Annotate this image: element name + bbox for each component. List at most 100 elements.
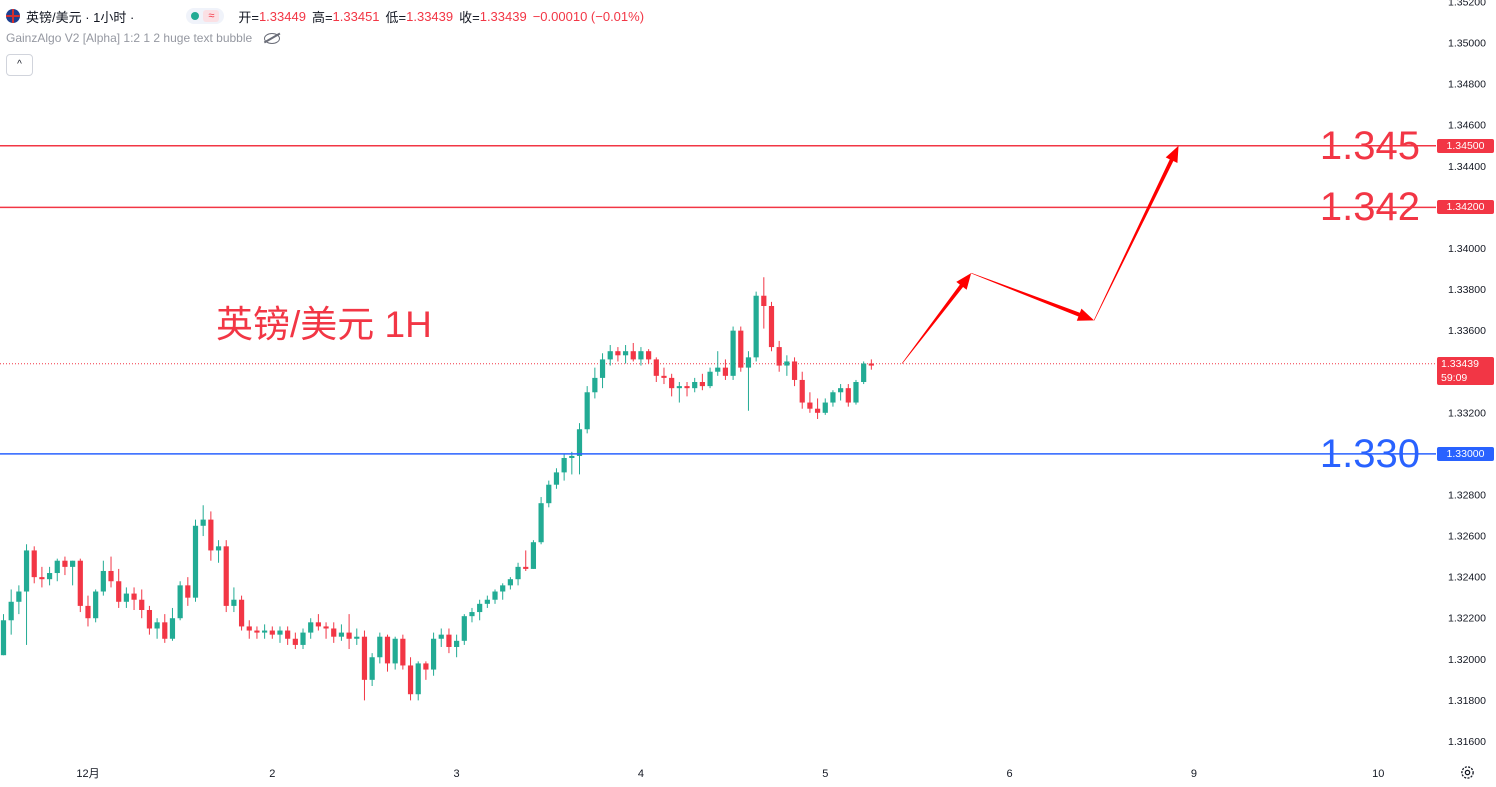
candle[interactable]: [776, 340, 782, 372]
candle[interactable]: [646, 349, 652, 364]
candle[interactable]: [638, 347, 644, 366]
candle[interactable]: [77, 558, 83, 613]
candle[interactable]: [269, 626, 275, 639]
indicator-title[interactable]: GainzAlgo V2 [Alpha] 1:2 1 2 huge text b…: [6, 31, 253, 45]
candle[interactable]: [853, 379, 859, 405]
candle[interactable]: [569, 451, 575, 475]
candle[interactable]: [861, 361, 867, 385]
candle[interactable]: [630, 342, 636, 362]
candle[interactable]: [715, 351, 721, 376]
candle[interactable]: [215, 540, 222, 563]
candle[interactable]: [430, 632, 437, 676]
candle[interactable]: [169, 607, 176, 641]
candle[interactable]: [530, 540, 537, 569]
candle[interactable]: [338, 624, 345, 641]
candle[interactable]: [669, 373, 675, 397]
candle[interactable]: [684, 382, 690, 397]
candle[interactable]: [354, 628, 360, 645]
candle[interactable]: [238, 595, 245, 631]
candle[interactable]: [584, 386, 590, 434]
candle[interactable]: [822, 398, 828, 415]
candle[interactable]: [223, 540, 229, 613]
candle[interactable]: [377, 632, 383, 664]
horizontal-levels[interactable]: [0, 145, 1436, 455]
candle[interactable]: [576, 423, 583, 475]
candle[interactable]: [615, 347, 621, 362]
eye-slash-icon[interactable]: [264, 32, 281, 44]
candle[interactable]: [661, 367, 667, 385]
candle[interactable]: [177, 581, 183, 621]
candle[interactable]: [0, 614, 7, 656]
candle[interactable]: [31, 546, 37, 584]
candle[interactable]: [791, 357, 798, 387]
candle[interactable]: [707, 367, 713, 389]
candle[interactable]: [154, 618, 160, 639]
candle[interactable]: [676, 382, 682, 403]
projection-arrow-segment[interactable]: [971, 272, 1095, 321]
candle[interactable]: [192, 519, 199, 602]
candle[interactable]: [500, 583, 506, 600]
candle[interactable]: [100, 560, 106, 596]
candle[interactable]: [108, 556, 114, 588]
candle[interactable]: [54, 558, 60, 582]
candle[interactable]: [807, 392, 813, 413]
candle[interactable]: [415, 661, 421, 701]
candle[interactable]: [722, 359, 729, 380]
candle[interactable]: [277, 626, 283, 643]
candle[interactable]: [446, 628, 452, 654]
gear-icon[interactable]: [1460, 765, 1475, 780]
candle[interactable]: [139, 589, 145, 619]
candle[interactable]: [469, 607, 475, 623]
candle[interactable]: [146, 605, 153, 635]
candle[interactable]: [361, 630, 368, 701]
candle[interactable]: [262, 624, 268, 639]
candle[interactable]: [868, 359, 874, 370]
candle[interactable]: [799, 371, 805, 409]
candle[interactable]: [515, 562, 521, 586]
candle[interactable]: [830, 390, 836, 407]
candle[interactable]: [315, 614, 321, 631]
candle[interactable]: [454, 634, 460, 658]
time-axis[interactable]: 12月 2 3 4 5 6 9 10: [76, 768, 1384, 780]
candle[interactable]: [292, 632, 298, 650]
candle[interactable]: [185, 577, 191, 606]
candle[interactable]: [39, 566, 45, 588]
chart-annotation[interactable]: 英镑/美元 1H: [216, 304, 432, 345]
candle[interactable]: [438, 628, 444, 647]
candle[interactable]: [93, 589, 99, 623]
candle[interactable]: [85, 595, 91, 627]
market-status-pill[interactable]: ≈: [186, 8, 225, 24]
candle[interactable]: [423, 661, 429, 680]
candle[interactable]: [384, 634, 391, 672]
candle[interactable]: [46, 566, 53, 586]
candle[interactable]: [308, 618, 314, 639]
candle[interactable]: [400, 634, 406, 670]
candle[interactable]: [346, 614, 352, 650]
candle[interactable]: [331, 622, 337, 643]
candle[interactable]: [200, 505, 206, 537]
candle[interactable]: [116, 568, 122, 608]
symbol-title[interactable]: 英镑/美元 · 1小时 ·: [26, 9, 135, 25]
candle[interactable]: [761, 277, 767, 329]
candle[interactable]: [461, 614, 467, 645]
candle[interactable]: [745, 351, 752, 411]
candle[interactable]: [23, 544, 30, 645]
candle[interactable]: [285, 626, 291, 645]
candle[interactable]: [592, 367, 598, 399]
candle[interactable]: [692, 377, 698, 393]
candle[interactable]: [753, 291, 759, 362]
candle[interactable]: [62, 556, 68, 576]
candle[interactable]: [477, 599, 483, 621]
candle[interactable]: [784, 355, 790, 376]
candle[interactable]: [699, 373, 705, 391]
candle[interactable]: [507, 577, 513, 590]
candle[interactable]: [653, 357, 659, 382]
candle[interactable]: [162, 614, 168, 643]
collapse-legend-button[interactable]: ^: [6, 54, 33, 76]
candles[interactable]: [0, 277, 874, 701]
candle[interactable]: [231, 587, 237, 613]
candle[interactable]: [738, 326, 744, 372]
candle[interactable]: [123, 587, 129, 608]
price-axis[interactable]: 1.35200 1.35000 1.34800 1.34600 1.34400 1.340…: [1448, 0, 1486, 748]
candle[interactable]: [845, 384, 851, 407]
